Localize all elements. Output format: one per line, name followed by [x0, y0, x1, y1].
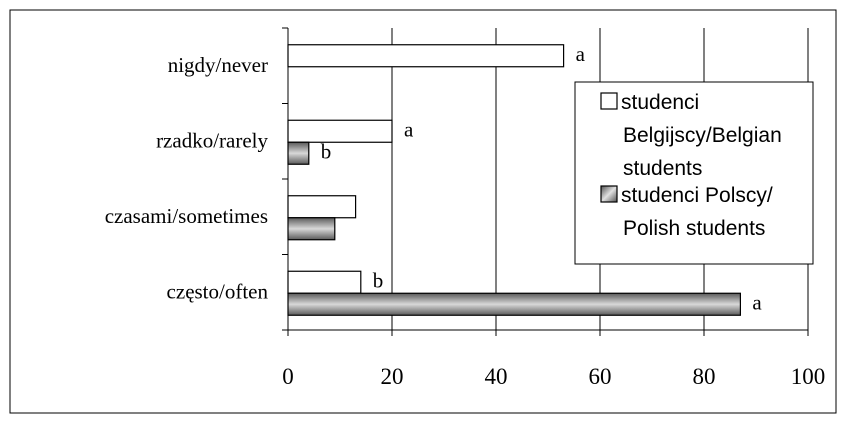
bar: [287, 270, 362, 294]
data-label: b: [373, 268, 384, 292]
bar: [287, 292, 741, 316]
x-tick-label: 100: [791, 364, 826, 389]
tick-labels: 0 20 40 60 80 100: [282, 364, 825, 389]
x-tick-label: 20: [381, 364, 404, 389]
legend-entry-text: Belgijscy/Belgian: [623, 124, 782, 147]
bar: [287, 217, 336, 241]
category-label: czasami/sometimes: [105, 204, 268, 228]
x-tick-label: 60: [589, 364, 612, 389]
axes: [282, 27, 809, 336]
data-label: a: [752, 290, 762, 314]
legend-swatch: [600, 92, 618, 110]
x-tick-label: 0: [282, 364, 294, 389]
category-labels: nigdy/never rzadko/rarely czasami/sometime…: [105, 53, 269, 304]
category-label: często/often: [167, 279, 269, 303]
data-label: a: [404, 117, 414, 141]
bar: [287, 141, 310, 165]
legend-entry-text: studenci: [621, 91, 699, 114]
x-tick-label: 40: [485, 364, 508, 389]
category-label: rzadko/rarely: [156, 128, 268, 152]
legend-box: [574, 81, 814, 265]
data-labels: a a b b a: [321, 42, 763, 315]
legend: studenci Belgijscy/Belgian students studenc…: [574, 81, 814, 265]
data-label: a: [576, 42, 586, 66]
legend-entry-text: Polish students: [623, 217, 765, 240]
legend-entry-text: students: [623, 157, 702, 180]
legend-swatch: [600, 185, 618, 203]
bar: [287, 119, 393, 143]
bar: [287, 44, 565, 68]
category-label: nigdy/never: [168, 53, 268, 77]
bar: [287, 195, 357, 219]
x-tick-label: 80: [693, 364, 716, 389]
data-label: b: [321, 139, 332, 163]
legend-entry-text: studenci Polscy/: [621, 184, 773, 207]
